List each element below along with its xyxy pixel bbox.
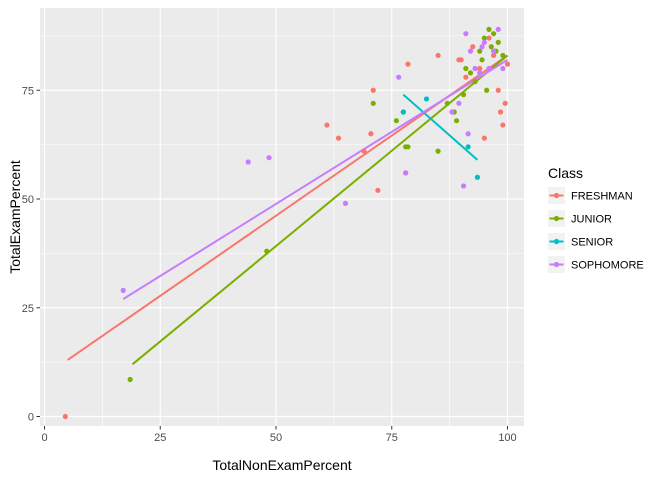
point-freshman — [324, 122, 330, 128]
point-junior — [472, 78, 478, 85]
point-junior — [127, 376, 133, 383]
point-junior — [495, 39, 501, 46]
y-tick-label: 0 — [28, 412, 34, 424]
point-sophomore — [467, 48, 474, 54]
point-freshman — [435, 52, 441, 59]
point-freshman — [504, 61, 511, 67]
point-freshman — [335, 135, 342, 141]
x-tick-label: 25 — [154, 432, 166, 444]
point-sophomore — [491, 48, 497, 54]
point-junior — [500, 52, 506, 59]
x-tick-label: 50 — [270, 432, 282, 444]
point-sophomore — [486, 65, 492, 72]
point-freshman — [477, 65, 483, 72]
point-freshman — [405, 61, 411, 67]
point-freshman — [458, 57, 464, 63]
point-junior — [491, 31, 497, 37]
point-freshman — [497, 109, 504, 115]
point-junior — [467, 70, 474, 76]
point-sophomore — [396, 74, 402, 80]
point-junior — [488, 44, 494, 50]
point-junior — [479, 57, 485, 63]
point-junior — [463, 65, 469, 72]
point-freshman — [62, 413, 68, 420]
legend-title: Class — [548, 165, 583, 181]
y-axis: 0 25 50 75 — [22, 85, 40, 424]
legend-key-point-junior — [553, 215, 560, 222]
point-freshman — [481, 135, 487, 141]
point-junior — [460, 92, 467, 98]
x-axis-title: TotalNonExamPercent — [212, 457, 351, 473]
point-junior — [453, 118, 460, 124]
point-senior — [474, 174, 481, 180]
point-senior — [400, 109, 406, 115]
point-junior — [393, 118, 399, 124]
point-sophomore — [463, 31, 469, 37]
legend-label-sophomore: SOPHOMORE — [571, 260, 644, 272]
legend-label-senior: SENIOR — [571, 237, 613, 249]
x-tick-label: 75 — [386, 432, 398, 444]
grid-major — [40, 8, 524, 426]
point-sophomore — [495, 26, 501, 32]
point-freshman — [361, 148, 367, 154]
point-freshman — [486, 35, 492, 41]
point-sophomore — [500, 65, 506, 72]
point-senior — [465, 144, 471, 150]
legend-key-point-sophomore — [553, 261, 560, 268]
plot-panel — [40, 8, 524, 426]
legend-label-freshman: FRESHMAN — [571, 191, 633, 203]
trend-line-senior — [402, 93, 479, 161]
point-junior — [370, 100, 376, 106]
y-tick-label: 25 — [22, 303, 34, 315]
point-junior — [477, 48, 483, 54]
point-sophomore — [460, 183, 467, 189]
x-tick-label: 0 — [41, 432, 47, 444]
point-junior — [435, 148, 441, 154]
trend-line-sophomore — [122, 58, 509, 300]
point-sophomore — [472, 65, 478, 72]
legend-key-point-senior — [553, 238, 560, 245]
point-senior — [423, 96, 430, 102]
y-tick-label: 75 — [22, 85, 34, 97]
point-freshman — [470, 44, 476, 50]
y-axis-title: TotalExamPercent — [7, 160, 23, 274]
point-sophomore — [456, 100, 462, 106]
x-axis: 0 25 50 75 100 — [41, 426, 517, 444]
point-freshman — [463, 74, 469, 80]
point-sophomore — [266, 155, 272, 161]
grid-minor — [40, 8, 524, 426]
point-junior — [264, 248, 270, 254]
legend-label-junior: JUNIOR — [571, 214, 612, 226]
point-junior — [405, 144, 411, 150]
trend-line-junior — [131, 54, 509, 366]
point-freshman — [502, 100, 508, 106]
point-sophomore — [449, 109, 455, 115]
point-freshman — [368, 131, 374, 137]
legend: Class FRESHMAN JUNIOR SENIOR SOPHOMORE — [548, 165, 644, 273]
point-junior — [484, 87, 490, 93]
point-junior — [486, 26, 492, 32]
point-sophomore — [342, 200, 349, 206]
point-freshman — [370, 87, 376, 93]
point-junior — [481, 35, 487, 41]
point-freshman — [500, 122, 506, 128]
point-sophomore — [477, 70, 483, 76]
point-sophomore — [465, 131, 471, 137]
point-freshman — [495, 87, 501, 93]
point-freshman — [491, 52, 497, 59]
legend-key-point-freshman — [553, 192, 560, 199]
point-sophomore — [120, 287, 126, 293]
point-freshman — [375, 187, 381, 193]
x-tick-label: 100 — [498, 432, 516, 444]
trend-lines — [67, 54, 509, 366]
point-junior — [444, 100, 450, 106]
point-sophomore — [481, 39, 487, 46]
data-points — [62, 26, 511, 420]
point-sophomore — [479, 44, 485, 50]
point-sophomore — [403, 170, 409, 176]
y-tick-label: 50 — [22, 194, 34, 206]
point-sophomore — [245, 159, 251, 165]
